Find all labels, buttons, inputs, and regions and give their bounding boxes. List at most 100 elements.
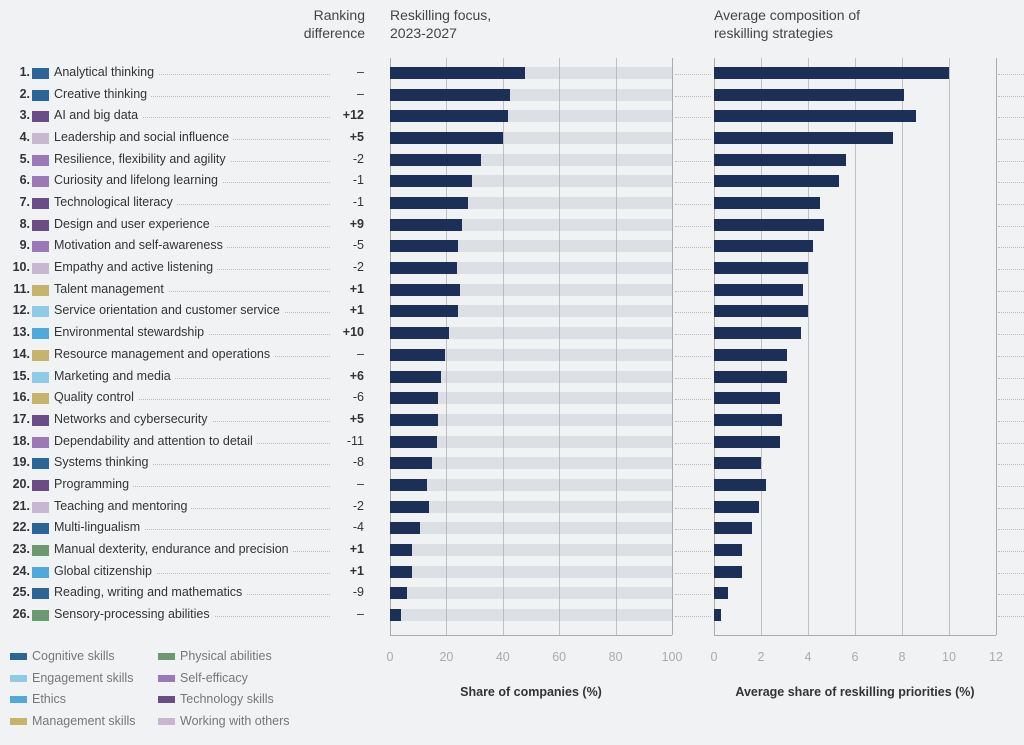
dotted-leader [54, 529, 330, 531]
category-swatch [32, 176, 49, 188]
dotted-leader [998, 182, 1024, 184]
dotted-leader [998, 420, 1024, 422]
bar-composition [714, 67, 949, 79]
dotted-leader [675, 225, 711, 227]
dotted-leader [675, 464, 711, 466]
tick-label: 2 [757, 650, 765, 664]
dotted-leader [998, 572, 1024, 574]
legend-swatch [158, 674, 175, 682]
dotted-leader [998, 247, 1024, 249]
category-swatch [32, 89, 49, 101]
category-swatch [32, 566, 49, 578]
ranking-difference: +12 [342, 108, 364, 123]
rank-number: 4. [19, 130, 30, 145]
bar-focus [390, 565, 413, 578]
bar-focus [390, 543, 413, 556]
ranking-difference: +5 [349, 130, 364, 145]
ranking-difference: +1 [349, 281, 364, 296]
ranking-difference: -2 [352, 260, 364, 275]
dotted-leader [54, 117, 330, 119]
dotted-leader [675, 312, 711, 314]
legend-swatch [158, 653, 175, 660]
skill-label: Technological literacy [54, 195, 177, 210]
bar-focus [390, 197, 468, 210]
bar-focus [390, 478, 427, 491]
skill-label: Empathy and active listening [54, 260, 218, 275]
dotted-leader [998, 269, 1024, 271]
bar-composition [714, 609, 722, 621]
dotted-leader [675, 182, 711, 184]
dotted-leader [675, 377, 711, 379]
skill-label: Talent management [54, 281, 168, 296]
category-swatch [32, 479, 49, 491]
rank-number: 3. [19, 108, 30, 123]
ranking-difference: -11 [346, 433, 364, 448]
rank-number: 1. [19, 65, 30, 79]
bar-track [390, 392, 672, 405]
tick-label: 10 [942, 650, 956, 664]
dotted-leader [675, 117, 711, 119]
category-swatch [32, 544, 49, 556]
dotted-leader [675, 95, 711, 97]
bar-composition [714, 370, 787, 383]
dotted-leader [998, 204, 1024, 206]
category-swatch [32, 414, 49, 426]
gridline [390, 58, 391, 635]
gridline [559, 58, 560, 635]
dotted-leader [998, 355, 1024, 357]
skill-label: Resilience, flexibility and agility [54, 151, 230, 166]
ranking-difference: +1 [349, 541, 364, 556]
bar-focus [390, 500, 429, 513]
rank-number: 2. [19, 86, 30, 101]
skill-label: Design and user experience [54, 216, 214, 231]
legend-swatch [158, 718, 175, 726]
ranking-difference: -4 [352, 520, 364, 535]
bar-composition [714, 218, 825, 231]
x-axis [714, 635, 996, 636]
category-swatch [32, 501, 49, 513]
bar-focus [390, 457, 432, 470]
category-swatch [32, 371, 49, 383]
dotted-leader [675, 616, 711, 617]
bar-focus [390, 262, 458, 275]
ranking-difference: -1 [352, 173, 364, 188]
gridline [672, 58, 673, 635]
bar-track [390, 587, 672, 600]
bar-track [390, 262, 672, 275]
bar-focus [390, 305, 458, 318]
ranking-difference: -6 [352, 390, 364, 405]
bar-composition [714, 88, 905, 101]
category-swatch [32, 436, 49, 448]
dotted-leader [54, 572, 330, 574]
rank-number: 5. [19, 151, 30, 166]
skill-label: AI and big data [54, 108, 143, 123]
dotted-leader [998, 334, 1024, 336]
bar-composition [714, 197, 820, 210]
dotted-leader [998, 290, 1024, 292]
dotted-leader [675, 139, 711, 141]
gridline [714, 58, 715, 635]
category-swatch [32, 458, 49, 470]
x-axis-title: Share of companies (%) [460, 685, 602, 699]
category-swatch [32, 306, 49, 318]
bar-track [390, 609, 672, 621]
bar-focus [390, 348, 445, 361]
bar-focus [390, 609, 402, 621]
category-swatch [32, 588, 49, 600]
category-swatch [32, 328, 49, 340]
dotted-leader [675, 420, 711, 422]
rank-number: 6. [19, 173, 30, 188]
dotted-leader [54, 290, 330, 292]
bar-focus [390, 327, 449, 340]
bar-focus [390, 132, 504, 145]
ranking-difference: -5 [352, 238, 364, 253]
gridline [996, 58, 997, 635]
tick-label: 60 [552, 650, 567, 664]
category-swatch [32, 523, 49, 535]
category-swatch [32, 610, 49, 621]
tick-label: 12 [989, 650, 1003, 664]
bar-track [390, 370, 672, 383]
bar-composition [714, 240, 813, 253]
legend-swatch [10, 696, 27, 704]
bar-composition [714, 500, 759, 513]
